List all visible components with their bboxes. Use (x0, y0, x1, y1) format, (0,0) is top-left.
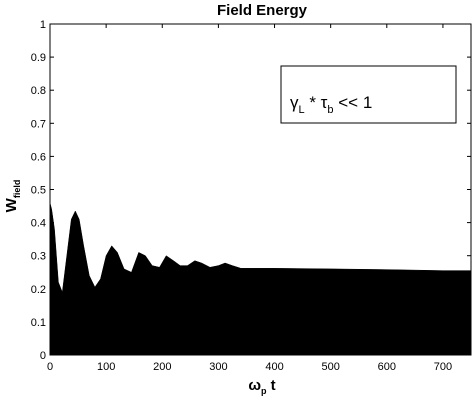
x-axis: 0 100 200 300 400 500 600 700 (47, 24, 452, 373)
y-tick-label: 0.9 (31, 52, 46, 64)
x-axis-label: ωp t (248, 377, 275, 396)
x-tick-label: 0 (47, 361, 53, 373)
x-tick-label: 100 (97, 361, 115, 373)
y-tick-label: 0.1 (31, 317, 46, 329)
y-tick-label: 0.8 (31, 85, 46, 97)
y-tick-label: 0.2 (31, 284, 46, 296)
y-tick-label: 0.3 (31, 251, 46, 263)
y-axis-label: Wfield (3, 180, 22, 213)
data-layer (49, 202, 472, 356)
y-tick-label: 1 (40, 19, 46, 31)
x-tick-label: 200 (153, 361, 171, 373)
x-tick-label: 600 (378, 361, 396, 373)
x-tick-label: 300 (209, 361, 227, 373)
y-tick-label: 0.6 (31, 151, 46, 163)
y-axis: 0 0.1 0.2 0.3 0.4 0.5 0.6 0.7 0.8 0.9 1 (31, 19, 471, 362)
chart-title: Field Energy (217, 2, 308, 19)
y-tick-label: 0.5 (31, 185, 46, 197)
y-tick-label: 0.7 (31, 118, 46, 130)
annotation-frame (280, 65, 457, 124)
y-tick-label: 0.4 (31, 218, 46, 230)
x-tick-label: 500 (321, 361, 339, 373)
x-tick-label: 700 (434, 361, 452, 373)
annotation-text: γL * τb << 1 (290, 93, 372, 116)
annotation-box: γL * τb << 1 (280, 65, 457, 124)
series-envelope (49, 202, 472, 356)
y-tick-label: 0 (40, 350, 46, 362)
x-tick-label: 400 (265, 361, 283, 373)
